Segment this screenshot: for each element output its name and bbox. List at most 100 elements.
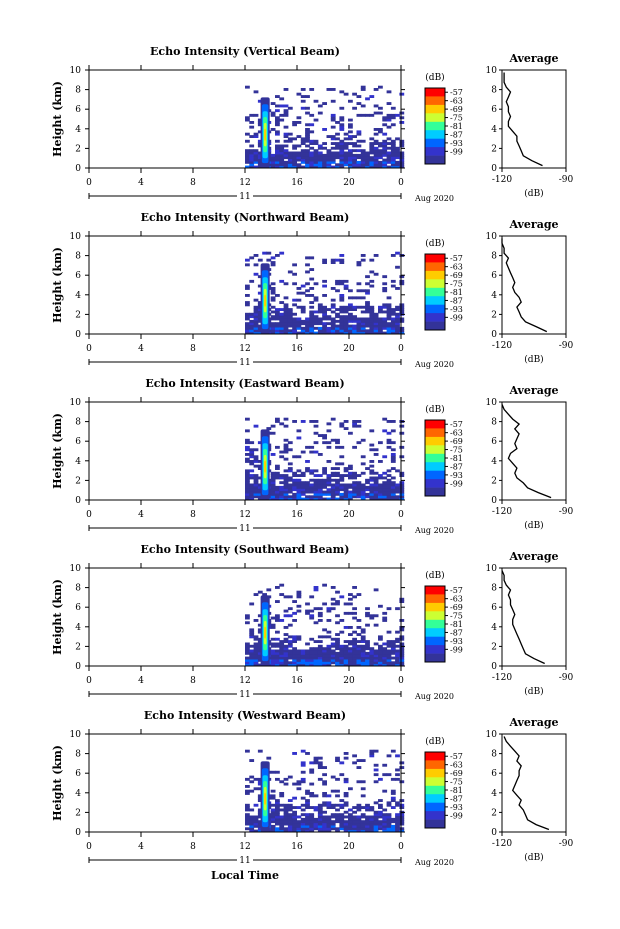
heatmap-cell <box>292 815 297 819</box>
y-tick-label: 2 <box>75 642 81 652</box>
heatmap-cell <box>279 649 285 653</box>
heatmap-cell <box>390 455 396 459</box>
heatmap-cell <box>249 151 255 155</box>
heatmap-cell <box>352 595 357 599</box>
heatmap-cell <box>395 658 400 662</box>
heatmap-cell <box>253 135 259 138</box>
heatmap-cell <box>257 142 263 145</box>
heatmap-cell <box>326 820 332 824</box>
heatmap-cell <box>253 464 259 468</box>
heatmap-cell <box>369 656 375 660</box>
heatmap-cell <box>378 163 383 167</box>
heatmap-cell <box>382 495 388 499</box>
colorbar-swatch <box>425 147 445 156</box>
heatmap-cell <box>317 815 323 819</box>
heatmap-cell <box>322 649 327 653</box>
heatmap-cell <box>279 817 285 821</box>
heatmap-cell <box>283 438 289 442</box>
heatmap-cell <box>279 792 285 795</box>
heatmap-cell <box>360 651 366 655</box>
heatmap-cell <box>313 490 319 494</box>
heatmap-cell <box>257 782 263 786</box>
heatmap-cell <box>356 153 362 157</box>
heatmap-cell <box>245 445 250 449</box>
x-tick-label: 12 <box>239 842 250 852</box>
heatmap-cell <box>348 156 353 160</box>
heatmap-cell <box>275 471 280 475</box>
heatmap-cell <box>390 165 396 169</box>
heatmap-cell <box>369 822 375 826</box>
heatmap-cell <box>287 822 293 826</box>
heatmap-cell <box>292 492 297 496</box>
heatmap-cell <box>369 322 375 326</box>
heatmap-cell <box>390 146 396 150</box>
heatmap-cell <box>292 817 297 821</box>
heatmap-cell <box>283 125 289 129</box>
heatmap-cell <box>386 445 392 449</box>
colorbar-swatch <box>425 304 445 314</box>
heatmap-cell <box>335 438 340 442</box>
heatmap-cell <box>283 820 289 824</box>
heatmap-cell <box>322 483 327 487</box>
heatmap-cell <box>270 817 276 821</box>
heatmap-cell <box>369 808 375 812</box>
heatmap-cell <box>382 305 388 309</box>
heatmap-cell <box>335 258 340 262</box>
heatmap-cell <box>253 488 259 492</box>
colorbar-tick-label: -87 <box>450 130 463 139</box>
colorbar-swatch <box>425 594 445 604</box>
heatmap-cell <box>352 326 357 330</box>
heatmap-cell <box>275 815 280 819</box>
heatmap-cell <box>305 270 310 274</box>
heatmap-cell <box>257 628 263 632</box>
heatmap-cell <box>292 824 297 828</box>
heatmap-cell <box>382 326 388 330</box>
heatmap-cell <box>275 822 280 826</box>
heatmap-cell <box>322 261 327 264</box>
y-tick-label: 8 <box>75 750 81 760</box>
heatmap-cell <box>335 289 340 293</box>
heatmap-cell <box>300 485 306 489</box>
heatmap-cell <box>287 441 293 445</box>
heatmap-cell <box>326 488 332 492</box>
heatmap-cell <box>343 324 349 328</box>
heatmap-cell <box>283 324 289 328</box>
heatmap-cell <box>373 312 379 316</box>
heatmap-cell <box>296 116 302 120</box>
heatmap-cell <box>309 806 315 809</box>
heatmap-cell <box>253 485 259 489</box>
heatmap-cell <box>309 497 315 501</box>
heatmap-cell <box>287 806 293 809</box>
heatmap-cell <box>322 469 327 473</box>
heatmap-cell <box>253 151 259 155</box>
heatmap-cell <box>335 663 340 667</box>
heatmap-cell <box>339 445 345 449</box>
heatmap-cell <box>352 616 357 620</box>
heatmap-cell <box>339 294 345 297</box>
heatmap-cell <box>249 156 255 160</box>
heatmap-cell <box>322 308 327 311</box>
y-tick-label: 8 <box>75 584 81 594</box>
heatmap-cell <box>309 305 315 309</box>
heatmap-cell <box>257 99 263 103</box>
heatmap-cell <box>373 158 379 162</box>
heatmap-cell <box>275 799 280 802</box>
heatmap-cell <box>245 490 250 494</box>
heatmap-cell <box>378 488 383 492</box>
heatmap-cell <box>257 319 263 323</box>
heatmap-cell <box>283 305 289 309</box>
heatmap-cell <box>253 132 259 136</box>
heatmap-cell <box>296 151 302 155</box>
heatmap-cell <box>386 754 392 758</box>
heatmap-cell <box>395 149 400 153</box>
heatmap-cell <box>390 279 396 283</box>
heatmap-cell <box>257 305 263 309</box>
heatmap-cell <box>343 626 349 629</box>
heatmap-cell <box>257 165 263 169</box>
heatmap-cell <box>305 813 310 817</box>
heatmap-cell <box>249 485 255 489</box>
heatmap-cell <box>305 806 310 809</box>
heatmap-cell <box>339 163 345 167</box>
heatmap-cell <box>343 801 349 805</box>
heatmap-cell <box>390 144 396 148</box>
